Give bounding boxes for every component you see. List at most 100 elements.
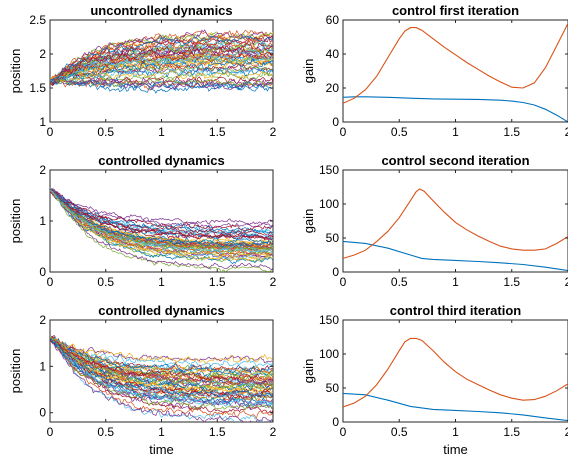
sample-path xyxy=(50,49,273,84)
y-tick-label: 0 xyxy=(39,265,46,279)
y-tick-label: 50 xyxy=(326,381,340,395)
series-line-1 xyxy=(343,96,568,122)
sample-path xyxy=(50,35,273,83)
panel-control-third-iteration: 0 0.5 1 1.5 2 0 50 100 150 control third iteratio… xyxy=(301,303,568,457)
sample-path xyxy=(50,190,273,254)
x-tick-label: 1 xyxy=(452,125,459,139)
sample-path xyxy=(50,337,273,411)
y-tick-label: 1 xyxy=(39,359,46,373)
y-axis-label: position xyxy=(8,199,23,244)
sample-path xyxy=(50,42,273,85)
y-tick-label: 20 xyxy=(326,81,340,95)
sample-path xyxy=(50,338,273,395)
axes-frame xyxy=(342,169,568,273)
sample-path xyxy=(50,188,273,248)
y-tick-label: 0 xyxy=(332,415,339,429)
x-tick-label: 0.5 xyxy=(391,125,408,139)
sample-path xyxy=(50,44,273,83)
sample-path xyxy=(50,189,273,265)
x-tick-label: 1.5 xyxy=(209,425,226,439)
sample-path xyxy=(50,337,273,407)
y-tick-label: 0 xyxy=(332,115,339,129)
sample-path xyxy=(50,338,273,383)
y-tick-label: 40 xyxy=(326,47,340,61)
sample-path xyxy=(50,339,273,399)
sample-path xyxy=(50,53,273,83)
x-tick-label: 1 xyxy=(452,425,459,439)
sample-path xyxy=(50,337,273,398)
sample-path xyxy=(50,190,273,240)
series-line-1 xyxy=(343,240,568,272)
sample-path xyxy=(50,189,273,231)
panel-controlled-dynamics-1: 0 0.5 1 1.5 2 0 1 2 controlled dynamics position xyxy=(8,153,277,289)
sample-path xyxy=(50,189,273,229)
x-tick-label: 0.5 xyxy=(391,275,408,289)
sample-path xyxy=(50,337,273,399)
y-tick-label: 150 xyxy=(319,163,339,177)
x-tick-label: 1 xyxy=(158,125,165,139)
chart-title: control second iteration xyxy=(381,153,529,168)
sample-path xyxy=(50,70,273,85)
chart-title: control third iteration xyxy=(390,303,522,318)
chart-title: control first iteration xyxy=(392,3,519,18)
y-axis-label: gain xyxy=(301,359,316,384)
x-tick-label: 0 xyxy=(340,275,347,289)
x-tick-label: 1.5 xyxy=(209,125,226,139)
sample-path xyxy=(50,337,273,411)
sample-path xyxy=(50,77,273,88)
sample-path xyxy=(50,336,273,365)
x-axis-label: time xyxy=(149,442,174,457)
panel-controlled-dynamics-2: 0 0.5 1 1.5 2 0 1 2 controlled dynamics position t… xyxy=(8,303,277,457)
plot-area xyxy=(50,187,273,272)
series-line-2 xyxy=(343,337,568,408)
x-tick-label: 2 xyxy=(270,125,277,139)
sample-path xyxy=(50,76,273,91)
sample-path xyxy=(50,189,273,241)
x-tick-label: 0 xyxy=(47,125,54,139)
plot-area xyxy=(343,188,568,272)
chart-title: controlled dynamics xyxy=(98,303,224,318)
series-line-2 xyxy=(343,188,568,259)
sample-path xyxy=(50,189,273,245)
plot-area xyxy=(343,23,568,122)
chart-title: uncontrolled dynamics xyxy=(90,3,232,18)
sample-path xyxy=(50,337,273,393)
sample-path xyxy=(50,338,273,422)
axes-frame xyxy=(342,19,568,123)
x-tick-label: 1.5 xyxy=(503,275,520,289)
x-tick-label: 0 xyxy=(47,275,54,289)
x-tick-label: 0.5 xyxy=(97,425,114,439)
y-tick-label: 2 xyxy=(39,163,46,177)
y-tick-label: 1 xyxy=(39,115,46,129)
series-line-2 xyxy=(343,23,568,104)
sample-path xyxy=(50,191,273,271)
sample-path xyxy=(50,190,273,251)
y-tick-label: 0 xyxy=(332,265,339,279)
sample-path xyxy=(50,189,273,261)
y-tick-label: 100 xyxy=(319,197,339,211)
sample-path xyxy=(50,339,273,383)
x-tick-label: 0 xyxy=(47,425,54,439)
x-tick-label: 1.5 xyxy=(209,275,226,289)
sample-path xyxy=(50,57,273,86)
x-tick-label: 2 xyxy=(565,425,568,439)
plot-area xyxy=(50,335,273,422)
x-tick-label: 2 xyxy=(270,425,277,439)
sample-path xyxy=(50,76,273,90)
y-axis-label: position xyxy=(8,349,23,394)
plot-area xyxy=(343,337,568,422)
sample-path xyxy=(50,190,273,256)
y-tick-label: 50 xyxy=(326,231,340,245)
y-tick-label: 1.5 xyxy=(29,81,46,95)
panel-control-second-iteration: 0 0.5 1 1.5 2 0 50 100 150 control second iterati… xyxy=(301,153,568,289)
series-line-1 xyxy=(343,392,568,422)
y-tick-label: 1 xyxy=(39,214,46,228)
sample-path xyxy=(50,64,273,85)
sample-path xyxy=(50,69,273,85)
sample-path xyxy=(50,337,273,422)
y-tick-label: 2.5 xyxy=(29,13,46,27)
sample-path xyxy=(50,190,273,272)
x-tick-label: 1.5 xyxy=(503,425,520,439)
y-tick-label: 0 xyxy=(39,406,46,420)
